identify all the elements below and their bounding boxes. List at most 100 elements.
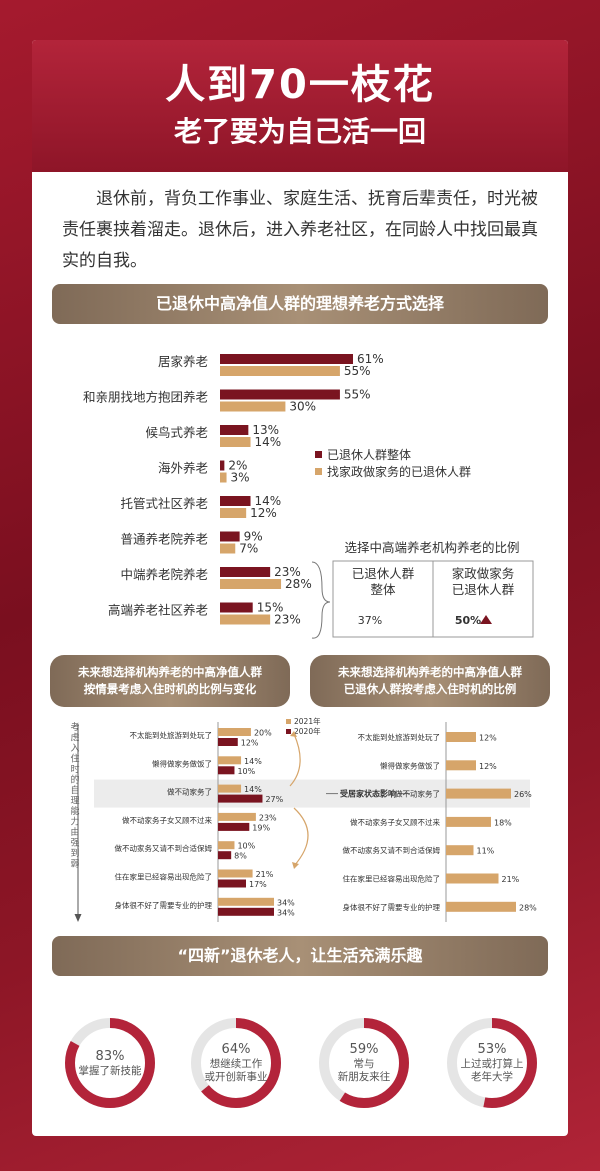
bar xyxy=(220,472,227,483)
bar xyxy=(220,602,253,613)
bar xyxy=(220,366,340,376)
up-triangle-icon xyxy=(480,615,492,624)
data-label: 8% xyxy=(234,852,247,861)
bar xyxy=(446,788,511,799)
data-label: 19% xyxy=(252,823,270,832)
data-label: 12% xyxy=(241,739,259,748)
data-label: 34% xyxy=(277,898,295,907)
data-label: 30% xyxy=(289,400,316,414)
data-label: 12% xyxy=(250,506,277,520)
category-label: 高端养老社区养老 xyxy=(108,603,208,618)
data-label: 21% xyxy=(502,875,520,884)
inset-col1-value: 37% xyxy=(358,614,382,627)
bar xyxy=(220,579,282,589)
axis-note-char: 弱 xyxy=(70,859,79,870)
ring-graphic xyxy=(65,1018,155,1108)
category-label: 做不动家务子女又顾不过来 xyxy=(122,815,212,825)
category-label: 做不动家务又请不到合适保姆 xyxy=(115,843,213,853)
category-label: 不太能到处旅游到处玩了 xyxy=(358,732,441,742)
section4-title: “四新”退休老人，让生活充满乐趣 xyxy=(52,936,548,976)
axis-note-char: 考 xyxy=(70,722,79,733)
category-label: 懒得做家务做饭了 xyxy=(152,758,212,768)
ring-label: 59% 常与 新朋友来往 xyxy=(316,1015,412,1111)
bar xyxy=(218,869,253,878)
data-label: 10% xyxy=(237,767,255,776)
data-label: 61% xyxy=(357,352,384,366)
ring-graphic xyxy=(447,1018,537,1108)
bar xyxy=(220,496,251,506)
bar xyxy=(218,794,263,803)
category-label: 候鸟式养老 xyxy=(145,425,208,440)
category-label: 住在家里已经容易出现危险了 xyxy=(343,874,441,884)
ring-arc xyxy=(191,1018,281,1108)
section1-title: 已退休中高净值人群的理想养老方式选择 xyxy=(52,284,548,324)
bar xyxy=(220,543,236,554)
ring-graphic xyxy=(191,1018,281,1108)
hero-subtitle: 老了要为自己活一回 xyxy=(173,115,426,148)
data-label: 15% xyxy=(257,601,284,615)
data-label: 55% xyxy=(344,364,371,378)
stat-ring: 83% 掌握了新技能 xyxy=(62,1015,158,1111)
arrow-head-icon xyxy=(292,862,299,869)
bar xyxy=(446,816,491,827)
axis-note-char: 强 xyxy=(70,838,79,849)
data-label: 27% xyxy=(265,795,283,804)
data-label: 34% xyxy=(277,908,295,917)
bar xyxy=(218,879,246,888)
axis-note-char: 能 xyxy=(70,805,79,817)
category-label: 住在家里已经容易出现危险了 xyxy=(115,872,213,882)
data-label: 55% xyxy=(344,388,371,402)
hero-title: 人到70一枝花 xyxy=(165,62,435,108)
category-label: 海外养老 xyxy=(158,461,208,476)
ring-arc xyxy=(447,1018,537,1108)
category-label: 居家养老 xyxy=(158,354,208,369)
data-label: 9% xyxy=(244,530,263,544)
data-label: 28% xyxy=(285,577,312,591)
section2-title-line1: 未来想选择机构养老的中高净值人群 xyxy=(78,665,262,679)
inset-col1-label: 整体 xyxy=(370,582,396,597)
curve-arrow xyxy=(293,807,309,867)
data-label: 20% xyxy=(254,729,272,738)
ring-percent: 53% xyxy=(477,1042,507,1057)
data-label: 13% xyxy=(252,423,279,437)
category-label: 中端养老院养老 xyxy=(120,567,208,582)
bar xyxy=(220,437,251,447)
category-label: 身体很不好了需要专业的护理 xyxy=(343,902,441,912)
bar xyxy=(218,822,250,831)
data-label: 18% xyxy=(494,818,512,827)
bar xyxy=(220,614,271,625)
arrow-head-icon xyxy=(290,731,297,737)
legend-swatch xyxy=(286,719,291,724)
axis-note-char: 由 xyxy=(70,826,79,838)
data-label: 14% xyxy=(244,785,262,794)
axis-note-char: 时 xyxy=(70,763,79,775)
influence-label: 受居家状态影响 xyxy=(340,789,396,799)
bar xyxy=(220,425,249,435)
section3-title-line2: 已退休人群按考虑入住时机的比例 xyxy=(343,682,517,696)
category-label: 做不动家务又请不到合适保姆 xyxy=(343,845,441,855)
bar xyxy=(446,845,474,856)
inset-col2-label: 家政做家务 xyxy=(452,566,515,581)
curve-arrow xyxy=(289,733,301,787)
category-label: 做不动家务了 xyxy=(167,787,212,797)
ring-caption: 常与 xyxy=(353,1058,375,1070)
data-label: 23% xyxy=(274,565,301,579)
legend-swatch xyxy=(315,451,322,458)
hero-banner: 人到70一枝花 老了要为自己活一回 xyxy=(32,40,568,172)
ring-caption: 新朋友来往 xyxy=(337,1071,391,1083)
ring-percent: 64% xyxy=(221,1042,251,1057)
data-label: 11% xyxy=(477,847,495,856)
ring-arc xyxy=(319,1018,409,1108)
section2-title-line2: 按情景考虑入住时机的比例与变化 xyxy=(83,682,257,696)
axis-note-char: 理 xyxy=(70,796,79,807)
ring-caption: 上过或打算上 xyxy=(460,1058,524,1070)
data-label: 23% xyxy=(274,613,301,627)
category-label: 托管式社区养老 xyxy=(120,496,208,511)
data-label: 28% xyxy=(519,903,537,912)
stat-ring: 64% 想继续工作 或开创新事业 xyxy=(188,1015,284,1111)
bar xyxy=(218,738,238,746)
axis-note-char: 的 xyxy=(70,774,79,786)
bar xyxy=(446,873,499,884)
stat-ring: 59% 常与 新朋友来往 xyxy=(316,1015,412,1111)
